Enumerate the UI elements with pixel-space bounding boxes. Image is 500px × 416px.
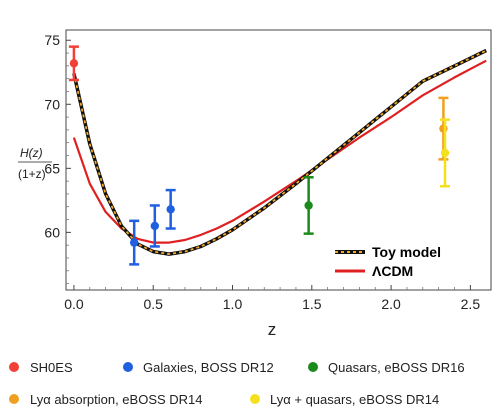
legend-dot-galaxies xyxy=(123,362,133,372)
data-point xyxy=(304,201,313,210)
y-axis-label: H(z) (1+z) xyxy=(18,146,52,181)
x-tick-label: 1.5 xyxy=(302,296,322,312)
bottom-legend: SH0ES Galaxies, BOSS DR12 Quasars, eBOSS… xyxy=(9,360,465,407)
data-point xyxy=(440,148,450,158)
legend-label-lya-quasars: Lyα + quasars, eBOSS DR14 xyxy=(270,392,439,407)
legend-label-quasars: Quasars, eBOSS DR16 xyxy=(328,360,465,375)
y-axis-label-numerator: H(z) xyxy=(20,146,43,160)
y-tick-label: 75 xyxy=(44,32,60,48)
data-point xyxy=(69,59,79,68)
legend-toy-label: Toy model xyxy=(372,244,441,260)
legend-lcdm-label: ΛCDM xyxy=(372,263,413,279)
data-point xyxy=(439,124,448,133)
x-axis-label: z xyxy=(268,320,277,339)
data-points xyxy=(68,45,451,266)
legend-label-galaxies: Galaxies, BOSS DR12 xyxy=(143,360,274,375)
lcdm-curve xyxy=(72,59,487,244)
legend-dot-lya-absorption xyxy=(9,394,19,404)
x-tick-label: 2.0 xyxy=(381,296,401,312)
x-tick-label: 0.5 xyxy=(143,296,163,312)
data-point xyxy=(166,205,175,214)
y-tick-label: 65 xyxy=(44,160,60,176)
legend-dot-sh0es xyxy=(9,362,19,372)
legend-dot-quasars xyxy=(308,362,318,372)
x-tick-label: 0.0 xyxy=(64,296,84,312)
x-tick-label: 1.0 xyxy=(223,296,243,312)
x-tick-label: 2.5 xyxy=(461,296,481,312)
toy-model-curve-dash xyxy=(73,49,487,255)
y-tick-label: 70 xyxy=(44,96,60,112)
data-point xyxy=(150,221,160,231)
plot-frame xyxy=(65,29,492,291)
legend-label-sh0es: SH0ES xyxy=(30,360,73,375)
y-tick-label: 60 xyxy=(44,224,60,240)
data-point xyxy=(129,238,139,247)
y-axis-label-denominator: (1+z) xyxy=(18,167,46,181)
axis-ticks: 0.0 0.5 1.0 1.5 2.0 2.5 60 65 70 75 xyxy=(44,32,480,312)
legend-label-lya-absorption: Lyα absorption, eBOSS DR14 xyxy=(30,392,203,407)
inner-legend: Toy model ΛCDM xyxy=(335,244,441,279)
model-curves xyxy=(72,48,487,256)
legend-dot-lya-quasars xyxy=(250,394,260,404)
